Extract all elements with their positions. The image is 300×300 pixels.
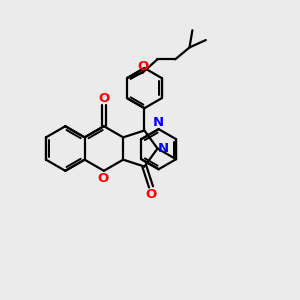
Text: O: O (137, 60, 148, 73)
Text: O: O (146, 188, 157, 201)
Text: N: N (153, 116, 164, 129)
Text: N: N (157, 142, 168, 155)
Text: O: O (99, 92, 110, 105)
Text: O: O (98, 172, 109, 185)
